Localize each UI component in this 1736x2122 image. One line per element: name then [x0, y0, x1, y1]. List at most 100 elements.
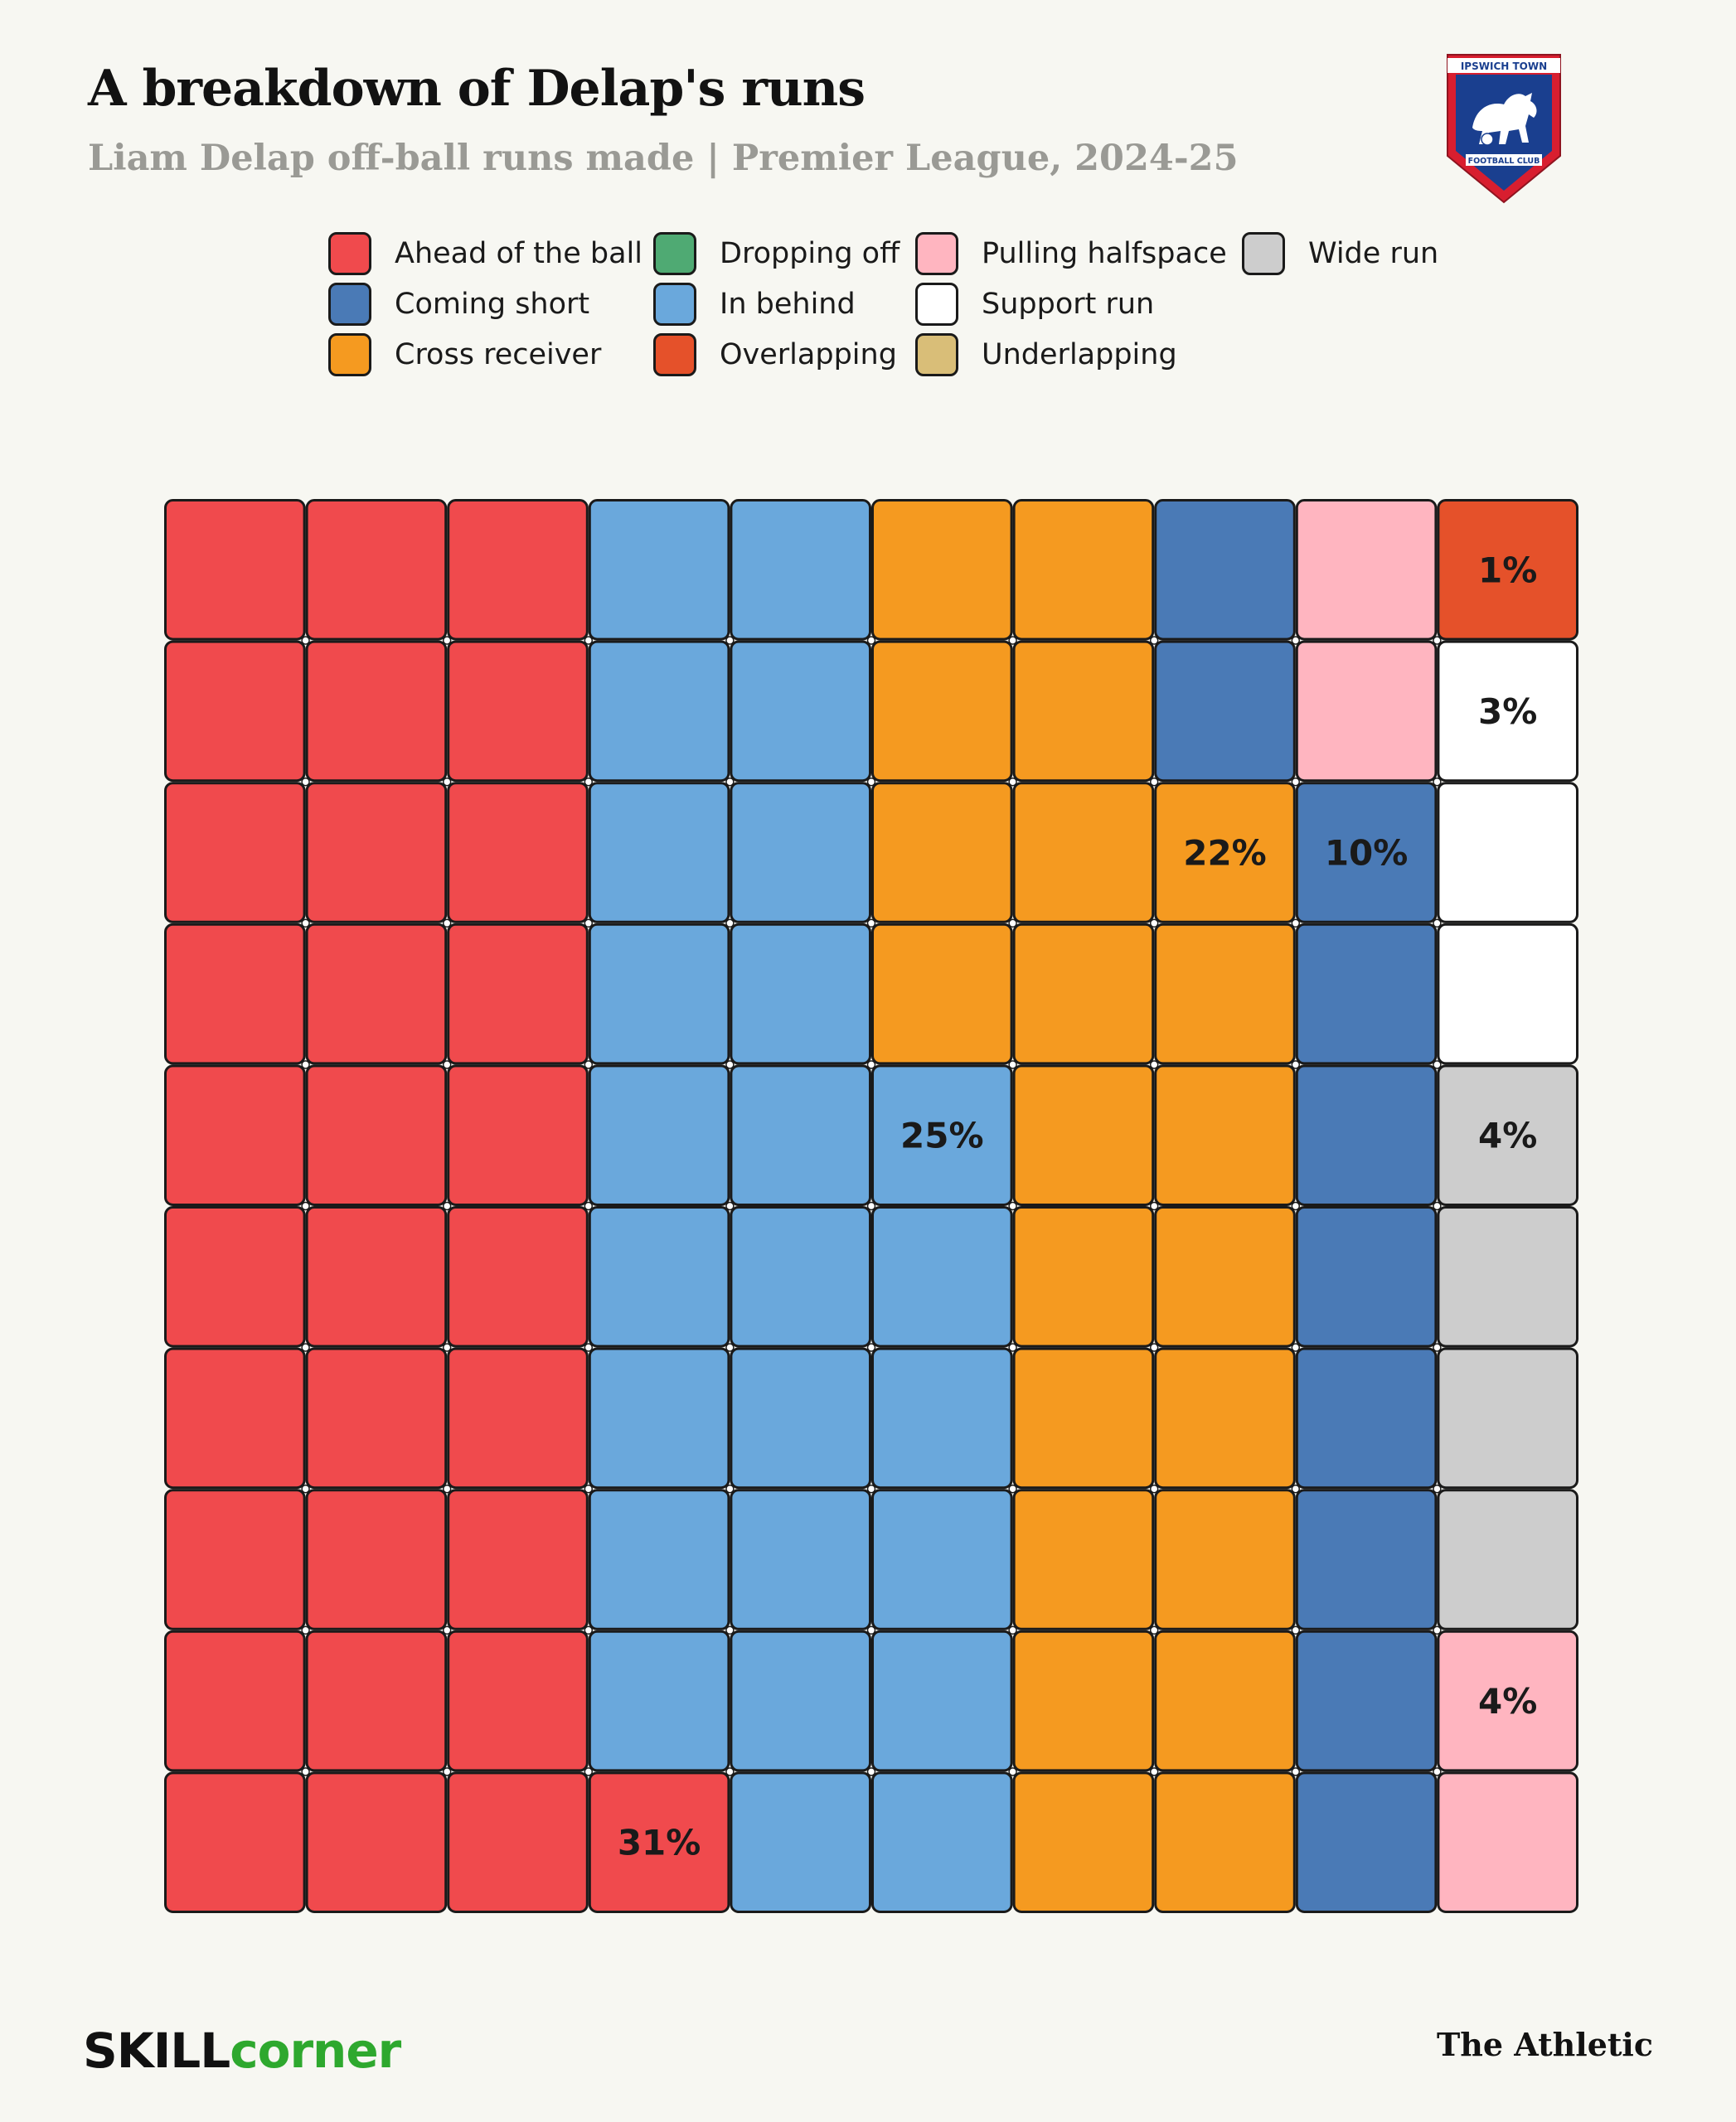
grid-junction-dot [725, 1625, 735, 1635]
waffle-cell [1295, 640, 1438, 782]
waffle-cell [1154, 1771, 1296, 1913]
grid-junction-dot [442, 1484, 452, 1494]
the-athletic-logo: The Athletic [1436, 2026, 1653, 2063]
waffle-cell [305, 782, 448, 923]
grid-junction-dot [1008, 1060, 1017, 1069]
grid-junction-dot [1008, 636, 1017, 645]
grid-junction-dot [1008, 777, 1017, 787]
waffle-cell [871, 782, 1013, 923]
waffle-cell [164, 1630, 306, 1772]
grid-junction-dot [1433, 918, 1442, 928]
grid-junction-dot [584, 1484, 594, 1494]
waffle-cell [588, 1771, 730, 1913]
waffle-cell [305, 1206, 448, 1348]
waffle-cell [1012, 1489, 1155, 1630]
waffle-cell [588, 499, 730, 641]
waffle-cell [730, 1771, 871, 1913]
legend-label: Wide run [1308, 237, 1439, 270]
waffle-cell [1012, 640, 1155, 782]
waffle-cell [1295, 782, 1438, 923]
legend-swatch [653, 283, 696, 326]
waffle-cell [1154, 499, 1296, 641]
grid-junction-dot [1433, 1343, 1442, 1352]
waffle-cell [1154, 1347, 1296, 1490]
waffle-cell [1154, 640, 1296, 782]
grid-junction-dot [1291, 1484, 1301, 1494]
grid-junction-dot [1291, 1343, 1301, 1352]
legend-item: Coming short [328, 279, 589, 329]
grid-junction-dot [301, 1201, 310, 1211]
data-label: 3% [1478, 691, 1537, 732]
waffle-cell [447, 499, 589, 641]
waffle-cell [1012, 1064, 1155, 1207]
waffle-cell [871, 1630, 1013, 1772]
legend-label: Underlapping [982, 338, 1177, 371]
grid-junction-dot [442, 918, 452, 928]
data-label: 4% [1478, 1116, 1537, 1156]
grid-junction-dot [584, 1060, 594, 1069]
waffle-cell [730, 1489, 872, 1630]
grid-junction-dot [584, 918, 594, 928]
waffle-cell [730, 1064, 872, 1207]
grid-junction-dot [1291, 1767, 1301, 1776]
grid-junction-dot [1149, 1343, 1159, 1352]
waffle-cell [1012, 782, 1155, 923]
legend-label: Overlapping [720, 338, 897, 371]
legend-item: Dropping off [653, 229, 900, 279]
grid-junction-dot [866, 636, 876, 645]
chart-title: A breakdown of Delap's runs [88, 60, 866, 118]
waffle-cell [447, 782, 589, 923]
grid-junction-dot [1433, 636, 1442, 645]
grid-junction-dot [866, 918, 876, 928]
crest-bottom-text: FOOTBALL CLUB [1468, 157, 1540, 166]
waffle-cell [1154, 1630, 1296, 1772]
grid-junction-dot [1008, 1484, 1017, 1494]
legend-item: Underlapping [915, 330, 1177, 380]
grid-junction-dot [1149, 777, 1159, 787]
waffle-cell [588, 1489, 730, 1630]
grid-junction-dot [866, 1484, 876, 1494]
grid-junction-dot [301, 777, 310, 787]
grid-junction-dot [442, 1343, 452, 1352]
waffle-cell [1437, 1489, 1578, 1630]
grid-junction-dot [1149, 1484, 1159, 1494]
grid-junction-dot [442, 1625, 452, 1635]
waffle-cell [730, 1630, 872, 1772]
waffle-cell [730, 499, 872, 641]
grid-junction-dot [1008, 1343, 1017, 1352]
grid-junction-dot [1291, 918, 1301, 928]
grid-junction-dot [725, 1060, 735, 1069]
waffle-cell [447, 1630, 589, 1772]
waffle-cell [1437, 1064, 1578, 1206]
grid-junction-dot [442, 1060, 452, 1069]
skillcorner-logo-part2: corner [230, 2023, 401, 2079]
waffle-cell [164, 782, 306, 923]
grid-junction-dot [866, 1625, 876, 1635]
waffle-cell [1295, 1206, 1438, 1348]
waffle-chart: 31% 25% 22% 10% 4% 4% 3% 1% [164, 499, 1578, 1913]
waffle-cell [447, 1347, 589, 1490]
legend-label: Ahead of the ball [395, 237, 643, 270]
grid-junction-dot [1291, 636, 1301, 645]
waffle-cell [1012, 499, 1155, 641]
legend-swatch [653, 333, 696, 376]
grid-junction-dot [1149, 636, 1159, 645]
legend-item: Ahead of the ball [328, 229, 643, 279]
waffle-cell [164, 1206, 306, 1348]
grid-junction-dot [442, 1767, 452, 1776]
legend-swatch [915, 333, 958, 376]
legend-item: Cross receiver [328, 330, 601, 380]
waffle-cell [305, 1064, 448, 1207]
waffle-cell [447, 1489, 589, 1630]
grid-junction-dot [866, 1201, 876, 1211]
waffle-cell [1154, 1064, 1296, 1207]
waffle-cell [305, 1630, 448, 1772]
waffle-cell [305, 499, 448, 641]
grid-junction-dot [584, 1201, 594, 1211]
waffle-cell [1295, 1771, 1438, 1913]
legend-label: Dropping off [720, 237, 900, 270]
waffle-cell [1295, 1064, 1438, 1207]
legend-swatch [653, 232, 696, 275]
grid-junction-dot [301, 918, 310, 928]
grid-junction-dot [442, 636, 452, 645]
